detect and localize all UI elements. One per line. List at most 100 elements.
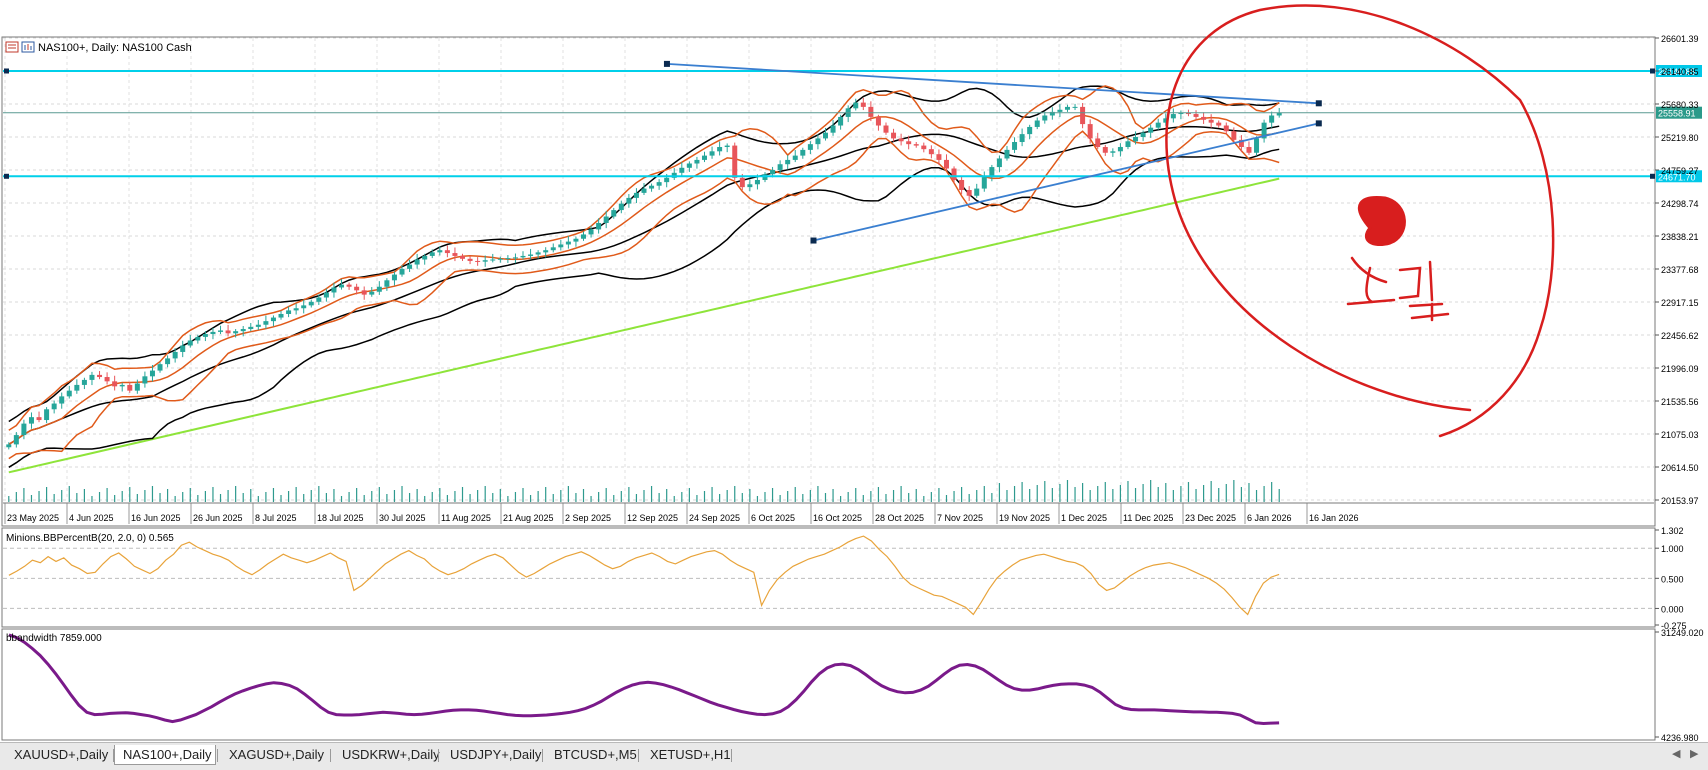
candle-body (460, 255, 466, 259)
trendline-handle[interactable] (663, 60, 670, 67)
bandwidth-tick-label: 31249.020 (1661, 628, 1704, 638)
candle-body (1261, 122, 1267, 139)
time-tick-label: 19 Nov 2025 (999, 513, 1050, 523)
candle-body (875, 116, 881, 126)
candle-body (717, 147, 723, 152)
tab-nas100[interactable]: NAS100+,Daily (114, 745, 216, 765)
trendline[interactable] (813, 122, 1319, 242)
tab-xetusd[interactable]: XETUSD+,H1 (650, 747, 731, 762)
tab-btcusd[interactable]: BTCUSD+,M5 (554, 747, 637, 762)
candle-body (694, 159, 700, 164)
chart-menu-icon[interactable] (5, 41, 19, 53)
candle-body (913, 144, 919, 146)
candle-body (1140, 132, 1146, 137)
time-tick-label: 6 Oct 2025 (751, 513, 795, 523)
price-pane[interactable] (1, 36, 1656, 527)
time-tick-label: 6 Jan 2026 (1247, 513, 1292, 523)
candle-body (331, 287, 337, 293)
candle-body (142, 376, 148, 384)
candle-body (429, 252, 435, 256)
candle-body (399, 268, 405, 275)
level-handle[interactable] (4, 68, 9, 74)
tab-scroll-right-icon[interactable]: ▶ (1690, 748, 1699, 760)
level-handle[interactable] (1650, 68, 1655, 74)
candle-body (1148, 127, 1154, 133)
candle-body (853, 102, 859, 109)
price-tick-label: 20614.50 (1661, 463, 1699, 473)
price-tag (1656, 106, 1702, 119)
candle-body (89, 374, 95, 380)
candle-body (1012, 142, 1018, 150)
percentb-tick-label: -0.275 (1661, 621, 1687, 631)
candle-body (74, 384, 80, 391)
annotation-glyph-1 (1346, 256, 1396, 306)
time-tick-label: 26 Jun 2025 (193, 513, 243, 523)
tab-scroll-left-icon[interactable]: ◀ (1672, 748, 1681, 760)
candle-body (1201, 116, 1207, 120)
bandwidth-tick-label: 4236.980 (1661, 733, 1699, 742)
tab-usdjpy[interactable]: USDJPY+,Daily (450, 747, 542, 762)
candle-body (626, 197, 632, 204)
horizontal-levels[interactable]: 26140.85 25558.91 24671.70 (3, 65, 1702, 183)
candle-body (709, 151, 715, 156)
candle-body (1185, 112, 1191, 115)
time-tick-label: 11 Aug 2025 (441, 513, 491, 523)
candle-body (618, 203, 624, 211)
price-tick-label: 26601.39 (1661, 34, 1699, 44)
candle-body (1254, 138, 1260, 153)
candle-body (792, 155, 798, 160)
candle-body (1163, 118, 1169, 123)
candle-body (996, 158, 1002, 168)
trendlines[interactable] (663, 60, 1322, 244)
time-tick-label: 8 Jul 2025 (255, 513, 297, 523)
candle-body (701, 155, 707, 160)
percentb-tick-label: 1.000 (1661, 544, 1684, 554)
candle-body (649, 185, 655, 189)
time-axis: 23 May 2025 4 Jun 2025 16 Jun 2025 26 Jun 2… (3, 502, 1654, 524)
candle-body (233, 331, 239, 334)
candle-body (1049, 111, 1055, 116)
candle-body (354, 286, 360, 291)
candle-body (44, 409, 50, 421)
time-tick-label: 18 Jul 2025 (317, 513, 364, 523)
time-tick-label: 21 Aug 2025 (503, 513, 554, 523)
chart-title: NAS100+, Daily: NAS100 Cash (38, 42, 192, 54)
candle-body (686, 163, 692, 168)
chart-area[interactable]: 26140.85 25558.91 24671.70 26601.39 26140.8… (0, 0, 1708, 742)
handwritten-annotation (1165, 4, 1555, 438)
candle-body (278, 313, 284, 318)
percentb-pane[interactable] (1, 527, 1656, 628)
trendline-handle[interactable] (1315, 100, 1322, 107)
time-tick-label: 16 Jun 2025 (131, 513, 181, 523)
level-handle[interactable] (4, 173, 9, 179)
candle-body (497, 258, 503, 260)
price-tag-label: 26140.85 (1658, 67, 1696, 77)
candle-body (6, 444, 12, 448)
time-tick-label: 12 Sep 2025 (627, 513, 678, 523)
candle-body (414, 259, 420, 265)
tab-usdkrw[interactable]: USDKRW+,Daily (342, 747, 440, 762)
candle-body (202, 334, 208, 337)
trendline[interactable] (666, 62, 1319, 105)
candle-body (240, 329, 246, 332)
bb-middle-band (8, 125, 1280, 446)
price-tick-label: 23377.68 (1661, 265, 1699, 275)
level-handle[interactable] (1650, 173, 1655, 179)
candle-body (195, 336, 201, 341)
price-tag-label: 24671.70 (1658, 172, 1696, 182)
candle-body (807, 144, 813, 150)
indicators-icon[interactable] (21, 41, 35, 53)
tab-xagusd[interactable]: XAGUSD+,Daily (229, 747, 324, 762)
candle-body (127, 384, 133, 391)
trendline-handle[interactable] (810, 237, 817, 244)
candle-body (860, 102, 866, 107)
trendline-handle[interactable] (1315, 120, 1322, 127)
candle-body (1072, 106, 1078, 108)
tab-xauusd[interactable]: XAUUSD+,Daily (14, 747, 109, 762)
candle-body (989, 167, 995, 178)
bandwidth-pane[interactable] (1, 628, 1656, 741)
bandwidth-line (8, 633, 1280, 726)
candle-body (97, 374, 103, 378)
annotation-circle (1165, 4, 1555, 438)
candle-body (800, 149, 806, 156)
